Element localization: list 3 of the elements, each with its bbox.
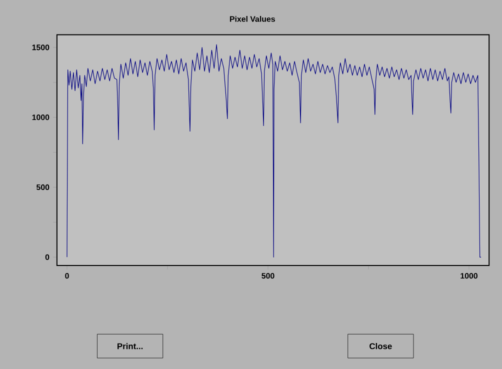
line-series [66, 44, 482, 258]
text: Close [370, 343, 392, 350]
text: Print... [118, 343, 143, 350]
